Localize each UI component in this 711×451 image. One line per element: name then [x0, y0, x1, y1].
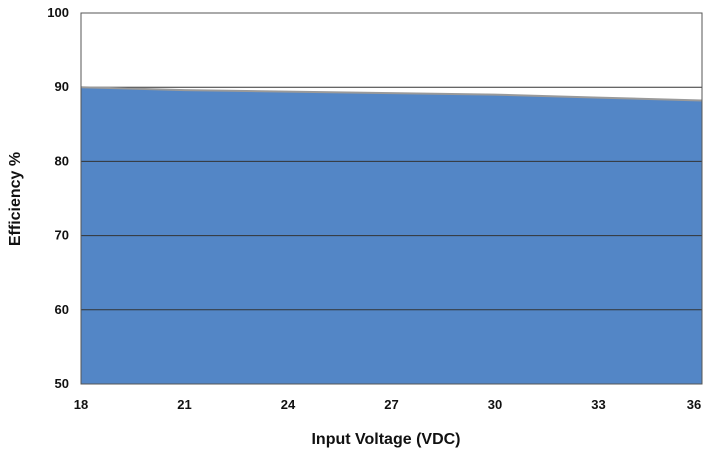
- y-tick-label-70: 70: [55, 228, 69, 243]
- plot-area: [80, 12, 703, 385]
- plot-frame: [80, 12, 703, 385]
- y-tick-label-60: 60: [55, 302, 69, 317]
- y-tick-label-50: 50: [55, 376, 69, 391]
- x-tick-label-27: 27: [384, 397, 398, 412]
- y-axis-title: Efficiency %: [7, 152, 24, 246]
- area-outline-0: [80, 86, 703, 102]
- y-tick-label-80: 80: [55, 153, 69, 168]
- x-tick-label-24: 24: [281, 397, 296, 412]
- y-tick-label-90: 90: [55, 79, 69, 94]
- x-axis-title: Input Voltage (VDC): [311, 431, 460, 448]
- x-tick-label-33: 33: [591, 397, 605, 412]
- x-tick-label-21: 21: [177, 397, 191, 412]
- x-tick-label-18: 18: [74, 397, 88, 412]
- x-tick-labels: 18 21 24 27 30 33 36: [74, 397, 701, 412]
- x-tick-label-36: 36: [687, 397, 701, 412]
- y-tick-labels: 50 60 70 80 90 100: [47, 5, 69, 391]
- x-tick-label-30: 30: [488, 397, 502, 412]
- y-tick-label-100: 100: [47, 5, 69, 20]
